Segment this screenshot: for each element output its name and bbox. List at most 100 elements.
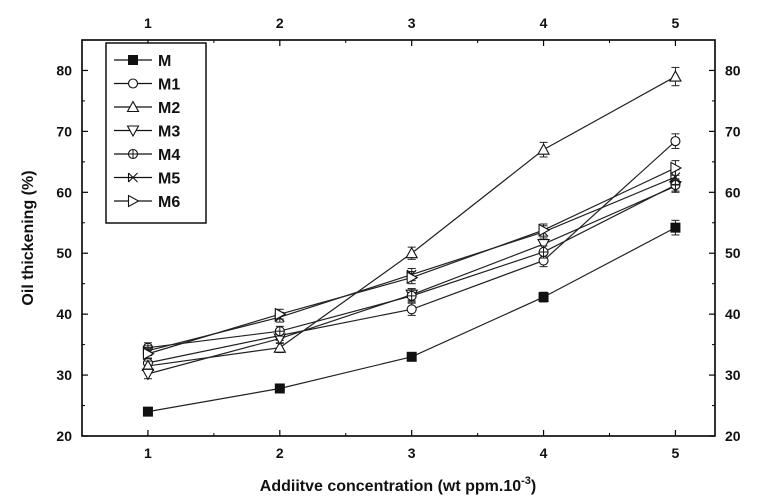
point-m2-5 [669, 69, 682, 82]
legend-label-m: M [158, 53, 171, 70]
series-m5 [142, 169, 681, 357]
legend-marker-m6-shape [127, 194, 140, 208]
x-tick-label-bottom-3: 3 [408, 445, 416, 461]
y-tick-label-left-80: 80 [56, 62, 72, 78]
point-m-4 [538, 292, 549, 303]
legend-marker-m3 [126, 125, 140, 138]
x-tick-label-top-1: 1 [144, 15, 152, 31]
x-tick-label-bottom-5: 5 [672, 445, 680, 461]
legend-marker-m5-d2 [128, 172, 138, 183]
axis-ticks: 1 1 2 2 3 3 4 4 5 5 20 20 30 30 40 40 50 50 60 60 70 70 80 80 [56, 15, 740, 461]
series-m2 [141, 66, 682, 372]
plot-frame [81, 39, 716, 437]
point-m6-1-shape [142, 347, 155, 361]
x-axis-title-superscript: -3 [521, 475, 531, 487]
legend-marker-m3-shape [126, 125, 140, 138]
y-tick-label-right-60: 60 [725, 184, 741, 200]
point-m-5 [670, 222, 681, 233]
legend-entry-m1: M1 [114, 77, 180, 94]
x-axis-title-suffix: ) [531, 478, 536, 495]
legend-marker-m-shape [128, 55, 138, 65]
point-m-2 [274, 383, 285, 394]
y-tick-label-left-30: 30 [56, 367, 72, 383]
point-m6-5-shape [670, 161, 683, 175]
point-m5-5 [670, 172, 681, 182]
point-m2-3 [405, 246, 419, 259]
point-m3-1-shape [141, 368, 155, 381]
x-tick-label-top-2: 2 [276, 15, 284, 31]
y-tick-label-right-70: 70 [725, 123, 741, 139]
point-m4-4 [538, 246, 549, 258]
x-tick-label-bottom-4: 4 [540, 445, 548, 461]
point-m2-2 [273, 341, 287, 353]
y-tick-label-left-20: 20 [56, 428, 72, 444]
legend-label-m3: M3 [158, 124, 180, 141]
legend: M M1 M2 M3 M4 M5 M6 [105, 42, 207, 224]
legend-label-m1: M1 [158, 77, 180, 94]
point-m-3-shape [406, 351, 417, 362]
x-tick-label-top-5: 5 [672, 15, 680, 31]
legend-entry-m4: M4 [114, 147, 180, 164]
legend-label-m6: M6 [158, 194, 180, 211]
point-m3-1 [141, 368, 155, 381]
point-m1-3-shape [406, 304, 417, 315]
series-line-m5 [147, 176, 676, 352]
point-m4-3 [406, 290, 417, 301]
legend-entry-m3: M3 [114, 124, 180, 141]
point-m-3 [406, 351, 417, 362]
series-m4 [142, 178, 681, 354]
point-m2-3-shape [405, 246, 419, 259]
point-m6-5 [670, 161, 683, 175]
point-m5-5-d2 [670, 172, 681, 182]
point-m3-4-shape [537, 239, 550, 251]
x-axis-title: Addiitve concentration (wt ppm.10-3) [260, 475, 536, 495]
legend-entry-m6: M6 [114, 194, 180, 211]
point-m2-4 [537, 143, 550, 155]
y-tick-label-right-80: 80 [725, 62, 741, 78]
point-m6-3 [406, 271, 419, 285]
point-m2-2-shape [273, 341, 287, 353]
legend-marker-m5 [127, 172, 138, 183]
point-m6-3-shape [406, 271, 419, 285]
legend-marker-m1 [127, 78, 139, 89]
series-m6 [142, 160, 683, 361]
point-m-2-shape [274, 383, 285, 394]
point-m6-2-shape [274, 307, 287, 321]
legend-label-m2: M2 [158, 100, 180, 117]
y-tick-label-right-30: 30 [725, 367, 741, 383]
y-tick-label-right-40: 40 [725, 306, 741, 322]
legend-label-m4: M4 [158, 147, 180, 164]
legend-marker-m2 [126, 100, 140, 113]
legend-marker-m2-shape [126, 100, 140, 113]
point-m-5-shape [670, 222, 681, 233]
y-tick-label-left-50: 50 [56, 245, 72, 261]
y-tick-label-right-50: 50 [725, 245, 741, 261]
legend-entry-m5: M5 [114, 171, 180, 188]
legend-marker-m [128, 55, 138, 65]
y-tick-label-left-60: 60 [56, 184, 72, 200]
point-m6-2 [274, 307, 287, 321]
legend-entry-m: M [114, 53, 171, 70]
point-m6-4 [538, 223, 551, 237]
legend-entry-m2: M2 [114, 100, 180, 117]
x-tick-label-bottom-2: 2 [276, 445, 284, 461]
x-axis-title-main: Addiitve concentration (wt ppm.10 [260, 478, 521, 495]
point-m6-4-shape [538, 223, 551, 237]
point-m2-4-shape [537, 143, 550, 155]
y-tick-label-left-70: 70 [56, 123, 72, 139]
point-m1-3 [406, 304, 417, 315]
series-layer [141, 66, 683, 417]
point-m6-1 [142, 347, 155, 361]
legend-marker-m4 [127, 148, 139, 160]
point-m1-5-shape [670, 136, 681, 147]
y-tick-label-right-20: 20 [725, 428, 741, 444]
y-axis-title: Oil thickening (%) [20, 170, 37, 305]
point-m4-2 [274, 326, 285, 337]
series-m [142, 219, 681, 417]
legend-label-m5: M5 [158, 171, 180, 188]
point-m-4-shape [538, 292, 549, 303]
y-tick-label-left-40: 40 [56, 306, 72, 322]
x-tick-label-bottom-1: 1 [144, 445, 152, 461]
legend-marker-m1-shape [127, 78, 139, 89]
